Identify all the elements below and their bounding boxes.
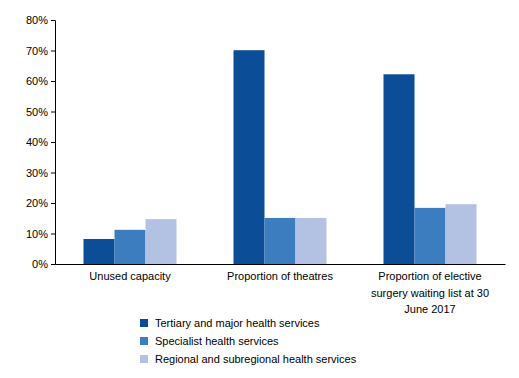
y-tick: 70% <box>26 45 55 57</box>
y-tick-mark <box>51 234 55 235</box>
y-axis: 0% 10% 20% 30% 40% 50% 60% 70% 80% <box>26 14 56 270</box>
y-tick-label: 0% <box>32 258 48 270</box>
y-tick-mark <box>51 81 55 82</box>
y-tick: 30% <box>26 167 55 179</box>
y-tick-label: 40% <box>26 136 48 148</box>
bar <box>384 74 415 264</box>
plot: 0% 10% 20% 30% 40% 50% 60% 70% 80% Unused capacit… <box>26 14 506 315</box>
chart: 0% 10% 20% 30% 40% 50% 60% 70% 80% Unused capacit… <box>0 0 519 378</box>
y-tick-label: 70% <box>26 45 48 57</box>
x-tick-label: Proportion of theatres <box>227 270 333 282</box>
bar <box>296 218 327 264</box>
y-axis-line <box>51 21 56 265</box>
series <box>84 50 415 264</box>
y-tick-label: 30% <box>26 167 48 179</box>
x-axis-line <box>56 264 506 265</box>
x-tick-label: Unused capacity <box>89 270 171 282</box>
bar <box>84 239 115 264</box>
x-tick-label-line: June 2017 <box>404 303 455 315</box>
y-tick-label: 10% <box>26 228 48 240</box>
y-tick: 60% <box>26 75 55 87</box>
legend-swatch <box>140 319 148 327</box>
bar <box>234 50 265 264</box>
legend-item: Specialist health services <box>140 335 279 347</box>
bar <box>415 208 446 264</box>
bar <box>446 204 477 264</box>
series <box>115 208 446 264</box>
legend: Tertiary and major health services Specia… <box>140 317 357 365</box>
legend-label: Tertiary and major health services <box>155 317 320 329</box>
legend-item: Regional and subregional health services <box>140 353 357 365</box>
y-tick-mark <box>51 203 55 204</box>
y-tick: 10% <box>26 228 55 240</box>
y-tick-mark <box>51 20 55 21</box>
bar <box>146 219 177 264</box>
bar <box>115 230 146 264</box>
y-tick-label: 80% <box>26 14 48 26</box>
y-tick-label: 20% <box>26 197 48 209</box>
legend-label: Regional and subregional health services <box>155 353 357 365</box>
x-tick-label-line: Proportion of theatres <box>227 270 333 282</box>
x-tick-label: Proportion of elective surgery waiting li… <box>371 270 489 315</box>
y-tick: 50% <box>26 106 55 118</box>
x-tick-label-line: Unused capacity <box>89 270 171 282</box>
x-tick: Proportion of elective surgery waiting li… <box>371 264 489 315</box>
bars <box>84 50 477 264</box>
y-tick-mark <box>51 264 55 265</box>
y-tick: 0% <box>32 258 55 270</box>
legend-item: Tertiary and major health services <box>140 317 320 329</box>
y-tick-mark <box>51 112 55 113</box>
y-tick: 40% <box>26 136 55 148</box>
series <box>146 204 477 264</box>
x-tick-label-line: surgery waiting list at 30 <box>371 287 489 299</box>
y-tick-label: 60% <box>26 75 48 87</box>
x-axis: Unused capacity Proportion of theatres Pro… <box>56 264 506 315</box>
y-tick-mark <box>51 51 55 52</box>
y-tick-mark <box>51 142 55 143</box>
x-tick: Proportion of theatres <box>227 264 333 282</box>
y-tick-mark <box>51 173 55 174</box>
legend-swatch <box>140 337 148 345</box>
legend-label: Specialist health services <box>155 335 279 347</box>
legend-swatch <box>140 355 148 363</box>
y-tick-label: 50% <box>26 106 48 118</box>
y-tick: 20% <box>26 197 55 209</box>
bar <box>265 218 296 264</box>
x-tick-label-line: Proportion of elective <box>378 270 481 282</box>
x-tick: Unused capacity <box>89 264 171 282</box>
y-tick: 80% <box>26 14 55 26</box>
